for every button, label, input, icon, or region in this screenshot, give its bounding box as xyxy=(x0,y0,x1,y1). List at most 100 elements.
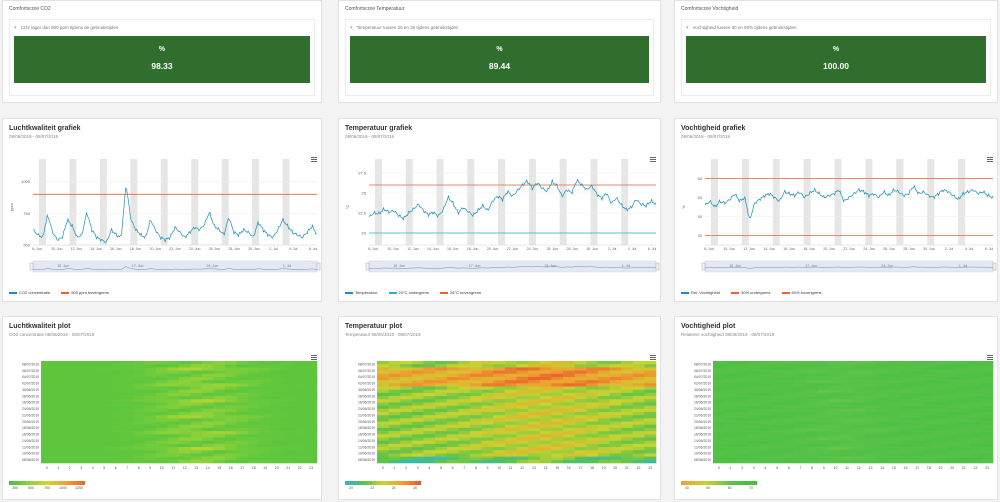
heatmap-cell xyxy=(783,370,795,375)
heatmap-cell xyxy=(794,380,807,384)
heatmap-cell xyxy=(202,389,214,394)
heatmap-cell xyxy=(248,380,260,384)
legend-item[interactable]: 26°C bovengrens xyxy=(440,290,481,295)
heatmap-cell xyxy=(481,364,494,368)
panel-subtitle: 08/06/2019 - 08/07/2019 xyxy=(345,134,395,139)
heatmap-cell xyxy=(829,376,842,381)
chart-menu-icon[interactable] xyxy=(311,157,317,162)
legend-item[interactable]: Temperatuur xyxy=(345,290,377,295)
x-tick-label: 15 xyxy=(217,466,221,470)
heatmap-cell xyxy=(794,412,807,416)
legend-item[interactable]: 60% bovengrens xyxy=(781,290,822,295)
heatmap-cell xyxy=(98,440,111,445)
x-tick-label: 10 xyxy=(160,466,164,470)
x-tick-label: 20. Jun xyxy=(487,247,499,251)
heatmap-cell xyxy=(411,443,424,448)
heatmap-cell xyxy=(864,392,877,397)
heatmap-cell xyxy=(202,373,214,378)
heatmap-cell xyxy=(470,399,482,403)
legend-item[interactable]: 20°C ondergrens xyxy=(388,290,429,295)
heatmap-cell xyxy=(411,412,424,416)
heatmap-cell xyxy=(516,405,529,410)
heatmap-cell xyxy=(156,450,168,454)
heatmap-cell xyxy=(52,370,65,375)
heatmap-cell xyxy=(853,424,865,429)
heatmap-cell xyxy=(934,412,947,416)
heatmap-cell xyxy=(911,383,924,387)
heatmap-cell xyxy=(470,443,482,448)
heatmap-cell xyxy=(167,383,180,387)
close-icon[interactable]: × xyxy=(14,25,17,30)
weekend-band xyxy=(590,159,598,245)
heatmap-cell xyxy=(806,373,819,378)
heatmap-cell xyxy=(958,427,970,432)
heatmap-cell xyxy=(110,434,122,438)
legend-item[interactable]: 30% ondergrens xyxy=(731,290,770,295)
heatmap-cell xyxy=(794,447,807,451)
heatmap-cell xyxy=(52,431,65,435)
heatmap-cell xyxy=(41,434,53,438)
heatmap-cell xyxy=(259,367,272,371)
heatmap-cell xyxy=(190,408,203,413)
heatmap-cell xyxy=(75,370,88,375)
heatmap-cell xyxy=(470,380,482,384)
legend-item[interactable]: Rel. Vochtigheid xyxy=(681,290,720,295)
heatmap-cell xyxy=(75,453,88,457)
heatmap-cell xyxy=(911,427,924,432)
heatmap-cell xyxy=(190,431,203,435)
close-icon[interactable]: × xyxy=(686,25,689,30)
heatmap-cell xyxy=(888,386,900,390)
heatmap-cell xyxy=(888,361,900,365)
heatmap-cell xyxy=(423,453,436,457)
heatmap-cell xyxy=(213,443,226,448)
close-icon[interactable]: × xyxy=(350,25,353,30)
y-tick-label: 22/06/2019 xyxy=(358,413,375,417)
heatmap-cell xyxy=(609,399,622,403)
heatmap-cell xyxy=(644,456,657,461)
heatmap-cell xyxy=(621,392,634,397)
heatmap-cell xyxy=(853,427,865,432)
heatmap-cell xyxy=(190,376,203,381)
heatmap-cell xyxy=(597,370,610,375)
heatmap-cell xyxy=(632,399,645,403)
heatmap-cell xyxy=(981,418,994,422)
chart-menu-icon[interactable] xyxy=(311,355,317,360)
heatmap-cell xyxy=(458,367,471,371)
heatmap-cell xyxy=(632,367,645,371)
x-tick-label: 8. Jun xyxy=(368,247,378,251)
heatmap-cell xyxy=(621,412,634,416)
heatmap-cell xyxy=(888,443,900,448)
legend-item[interactable]: 900 ppm bovengrens xyxy=(61,290,109,295)
chart-menu-icon[interactable] xyxy=(987,157,993,162)
heatmap-cell xyxy=(981,447,994,451)
heatmap-cell xyxy=(934,392,947,397)
heatmap-cell xyxy=(423,370,436,375)
chart-menu-icon[interactable] xyxy=(987,355,993,360)
chart-menu-icon[interactable] xyxy=(650,355,656,360)
heatmap-cell xyxy=(713,434,725,438)
heatmap-cell xyxy=(446,367,459,371)
heatmap-cell xyxy=(981,376,994,381)
heatmap-cell xyxy=(213,415,226,419)
heatmap-cell xyxy=(969,412,982,416)
heatmap-cell xyxy=(818,361,830,365)
heatmap-cell xyxy=(75,421,88,426)
heatmap-cell xyxy=(64,418,76,422)
heatmap-cell xyxy=(190,415,203,419)
chart-menu-icon[interactable] xyxy=(650,157,656,162)
heatmap-cell xyxy=(481,459,494,464)
heatmap-cell xyxy=(400,415,413,419)
heatmap-cell xyxy=(946,421,959,426)
heatmap-cell xyxy=(771,408,784,413)
x-tick-label: 5 xyxy=(776,466,778,470)
heatmap-cell xyxy=(179,383,191,387)
heatmap-cell xyxy=(504,389,517,394)
heatmap-cell xyxy=(98,383,111,387)
heatmap-cell xyxy=(41,447,53,451)
heatmap-cell xyxy=(806,389,819,394)
heatmap-cell xyxy=(225,427,237,432)
legend-item[interactable]: CO2 concentratie xyxy=(9,290,50,295)
heatmap-cell xyxy=(748,450,760,454)
heatmap-cell xyxy=(411,396,424,400)
legend-tick-label: 500 xyxy=(28,486,34,490)
